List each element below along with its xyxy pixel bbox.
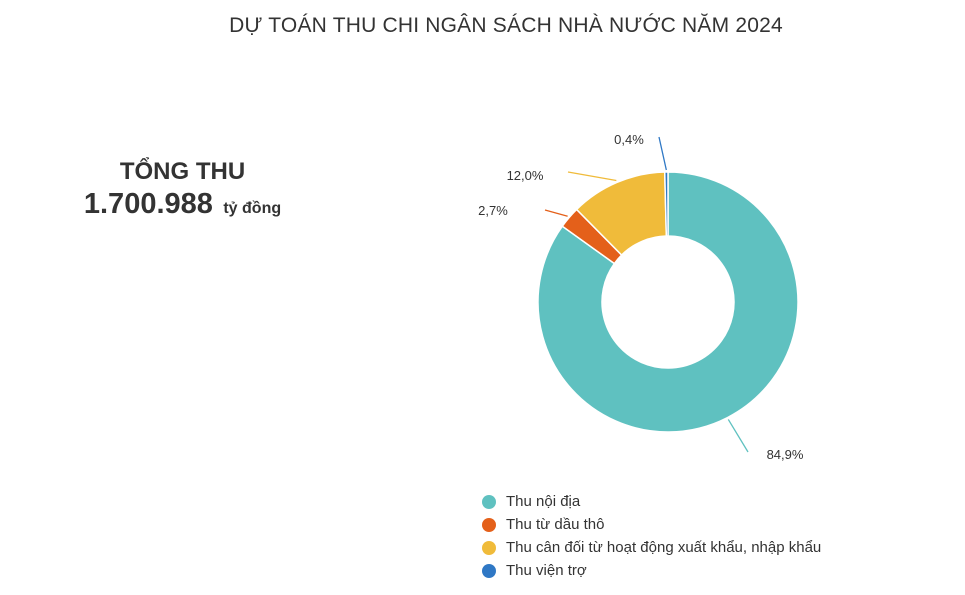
- pie-slice-3: [663, 171, 669, 237]
- legend-item-1[interactable]: Thu từ dầu thô: [482, 513, 821, 536]
- legend-label-3: Thu viện trợ: [506, 562, 587, 579]
- slice-connector-2: [567, 171, 617, 182]
- legend-marker-2: [482, 540, 496, 555]
- chart-title: DỰ TOÁN THU CHI NGÂN SÁCH NHÀ NƯỚC NĂM 2…: [229, 14, 783, 37]
- legend-item-2[interactable]: Thu cân đối từ hoạt động xuất khẩu, nhập…: [482, 536, 821, 559]
- legend-marker-0: [482, 494, 496, 509]
- slice-connector-1: [544, 209, 568, 217]
- legend-marker-1: [482, 517, 496, 532]
- slice-label-2: 12,0%: [507, 168, 544, 183]
- total-revenue-row: 1.700.988 tỷ đồng: [40, 188, 325, 221]
- legend-label-0: Thu nội địa: [506, 493, 581, 510]
- slice-connector-3: [658, 136, 667, 171]
- pie-slice-0: [537, 171, 799, 433]
- legend-label-2: Thu cân đối từ hoạt động xuất khẩu, nhập…: [506, 539, 822, 556]
- legend-marker-3: [482, 563, 496, 578]
- slice-label-3: 0,4%: [614, 132, 644, 147]
- slice-connector-0: [727, 419, 749, 453]
- total-revenue-value: 1.700.988: [83, 188, 213, 220]
- legend-item-0[interactable]: Thu nội địa: [482, 490, 821, 513]
- legend-item-3[interactable]: Thu viện trợ: [482, 559, 821, 582]
- total-revenue-unit: tỷ đồng: [223, 200, 282, 217]
- chart-legend: Thu nội địa Thu từ dầu thô Thu cân đối từ …: [482, 490, 821, 582]
- total-revenue-label: TỔNG THU: [119, 158, 246, 185]
- slice-label-0: 84,9%: [767, 447, 804, 462]
- slice-label-1: 2,7%: [478, 203, 508, 218]
- total-revenue-summary: TỔNG THU 1.700.988 tỷ đồng: [40, 158, 325, 221]
- legend-label-1: Thu từ dầu thô: [506, 516, 605, 533]
